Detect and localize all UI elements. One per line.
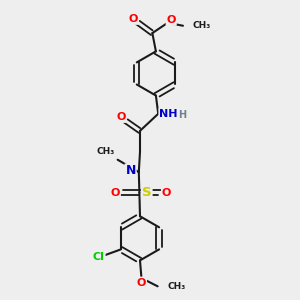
Text: H: H bbox=[178, 110, 186, 120]
Text: CH₃: CH₃ bbox=[167, 282, 185, 291]
Text: O: O bbox=[111, 188, 120, 198]
Text: O: O bbox=[167, 15, 176, 25]
Text: CH₃: CH₃ bbox=[96, 147, 115, 156]
Text: Cl: Cl bbox=[93, 252, 105, 262]
Text: O: O bbox=[137, 278, 146, 287]
Text: O: O bbox=[162, 188, 171, 198]
Text: O: O bbox=[116, 112, 125, 122]
Text: S: S bbox=[142, 186, 152, 199]
Text: NH: NH bbox=[159, 109, 178, 119]
Text: CH₃: CH₃ bbox=[192, 21, 211, 30]
Text: O: O bbox=[129, 14, 138, 24]
Text: N: N bbox=[125, 164, 136, 177]
